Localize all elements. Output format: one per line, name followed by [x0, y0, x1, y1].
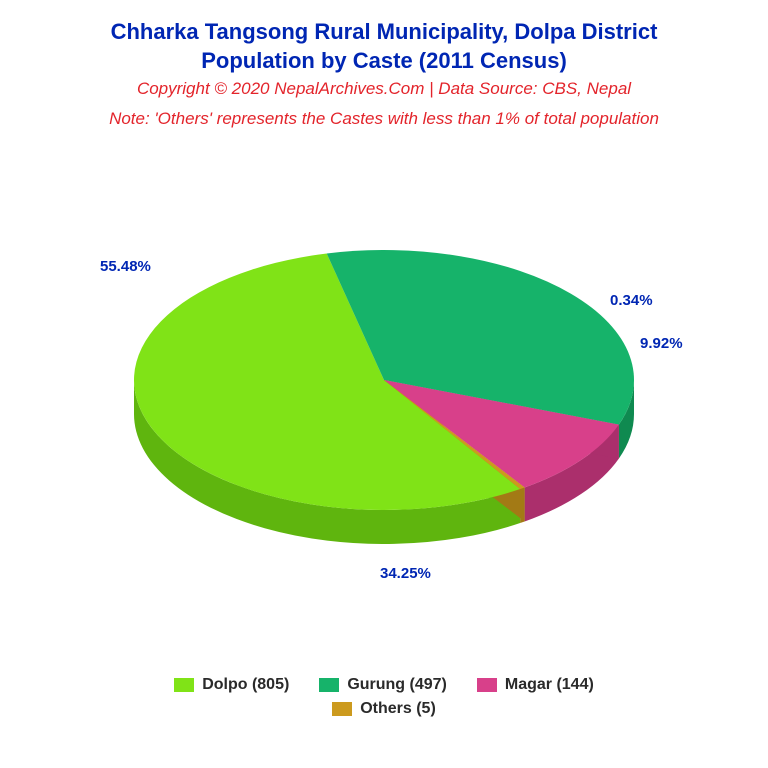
slice-pct-label: 0.34%: [610, 292, 653, 309]
legend-item: Others (5): [332, 700, 436, 718]
legend-swatch: [477, 678, 497, 692]
legend: Dolpo (805) Gurung (497) Magar (144) Others…: [0, 676, 768, 718]
slice-pct-label: 34.25%: [380, 565, 431, 582]
legend-swatch: [332, 702, 352, 716]
legend-label: Gurung (497): [347, 676, 447, 694]
legend-item: Dolpo (805): [174, 676, 289, 694]
legend-label: Others (5): [360, 700, 436, 718]
legend-swatch: [319, 678, 339, 692]
slice-pct-label: 55.48%: [100, 258, 151, 275]
slice-pct-label: 9.92%: [640, 335, 683, 352]
legend-swatch: [174, 678, 194, 692]
legend-item: Magar (144): [477, 676, 594, 694]
legend-item: Gurung (497): [319, 676, 447, 694]
pie-chart: [0, 0, 768, 768]
legend-label: Dolpo (805): [202, 676, 289, 694]
legend-label: Magar (144): [505, 676, 594, 694]
